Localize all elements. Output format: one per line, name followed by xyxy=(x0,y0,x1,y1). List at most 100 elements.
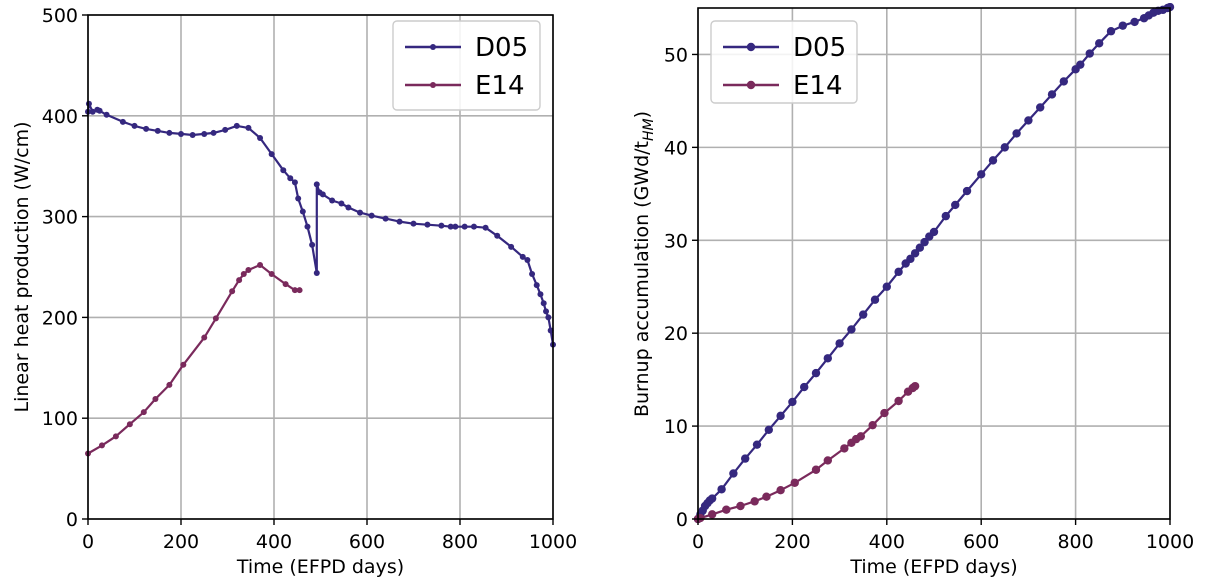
y-tick-label: 0 xyxy=(66,509,78,531)
data-point-e14 xyxy=(240,271,247,278)
data-point-d05 xyxy=(287,175,294,182)
x-tick-label: 600 xyxy=(349,531,385,553)
legend-label: D05 xyxy=(793,33,846,63)
y-axis: 0 10 20 30 40 50 xyxy=(664,44,698,531)
data-point-e14 xyxy=(166,381,173,388)
data-point-e14 xyxy=(180,361,187,368)
data-point-d05 xyxy=(424,221,431,228)
legend-label: D05 xyxy=(475,33,528,63)
x-tick-label: 1000 xyxy=(1146,531,1194,553)
data-point-e14 xyxy=(212,315,219,322)
x-tick-label: 800 xyxy=(442,531,478,553)
data-point-d05 xyxy=(131,122,138,129)
data-point-d05 xyxy=(309,241,316,248)
data-point-e14 xyxy=(98,442,105,449)
legend-label: E14 xyxy=(475,71,525,101)
data-point-e14 xyxy=(868,420,877,430)
data-point-e14 xyxy=(152,396,159,403)
data-point-d05 xyxy=(143,125,150,132)
x-tick-label: 800 xyxy=(1057,531,1093,553)
data-point-d05 xyxy=(189,131,196,138)
series-d05 xyxy=(85,100,556,348)
y-tick-label: 20 xyxy=(664,323,688,345)
x-tick-label: 400 xyxy=(869,531,905,553)
data-point-d05 xyxy=(85,100,92,107)
data-point-d05 xyxy=(1024,116,1033,125)
data-point-d05 xyxy=(524,256,531,263)
data-point-d05 xyxy=(368,212,375,219)
y-tick-label: 30 xyxy=(664,230,688,252)
data-point-e14 xyxy=(880,408,889,418)
legend-swatch-marker xyxy=(430,44,436,50)
y-tick-label: 40 xyxy=(664,137,688,159)
data-point-d05 xyxy=(910,249,920,258)
data-point-e14 xyxy=(736,501,745,511)
series-line-e14 xyxy=(87,263,300,455)
data-point-d05 xyxy=(103,111,110,118)
data-point-d05 xyxy=(977,170,986,179)
legend-swatch-marker xyxy=(746,80,756,90)
y-axis-label-sub: HM xyxy=(641,118,657,141)
data-point-d05 xyxy=(89,108,96,115)
data-point-d05 xyxy=(545,314,552,321)
data-point-d05 xyxy=(835,339,844,348)
data-point-d05 xyxy=(438,222,445,229)
data-point-e14 xyxy=(722,505,731,514)
data-point-d05 xyxy=(929,227,939,237)
data-point-d05 xyxy=(299,208,306,215)
data-point-d05 xyxy=(166,129,173,136)
data-point-d05 xyxy=(494,232,501,239)
data-point-d05 xyxy=(154,127,161,134)
data-point-d05 xyxy=(847,325,856,334)
data-point-d05 xyxy=(823,354,832,363)
x-axis: 0 200 400 600 800 1000 xyxy=(82,519,577,553)
data-point-e14 xyxy=(707,510,717,519)
data-point-d05 xyxy=(1000,143,1009,152)
data-point-d05 xyxy=(870,295,880,304)
y-tick-label: 100 xyxy=(42,408,78,430)
data-point-d05 xyxy=(201,130,208,137)
data-point-d05 xyxy=(280,167,287,174)
data-point-d05 xyxy=(915,243,925,252)
data-point-d05 xyxy=(1118,21,1128,30)
series-line-d05 xyxy=(86,102,555,345)
data-point-e14 xyxy=(257,261,264,268)
data-point-e14 xyxy=(126,421,133,428)
data-point-e14 xyxy=(112,433,119,440)
data-point-d05 xyxy=(894,267,903,277)
data-point-d05 xyxy=(1012,129,1021,138)
data-point-e14 xyxy=(894,396,903,406)
x-axis-label: Time (EFPD days) xyxy=(849,556,1017,578)
legend-item-e14: E14 xyxy=(723,71,843,101)
x-tick-label: 1000 xyxy=(529,531,577,553)
data-point-d05 xyxy=(268,151,275,158)
data-point-d05 xyxy=(811,368,821,378)
data-point-d05 xyxy=(345,204,352,211)
y-axis-label: Linear heat production (W/cm) xyxy=(11,122,33,413)
data-point-d05 xyxy=(461,223,468,230)
data-point-d05 xyxy=(1059,77,1069,86)
legend-item-e14: E14 xyxy=(405,71,525,101)
legend-box xyxy=(392,20,541,111)
data-point-e14 xyxy=(762,492,771,501)
data-point-e14 xyxy=(296,287,303,294)
legend-item-d05: D05 xyxy=(723,33,846,63)
data-point-d05 xyxy=(410,220,417,227)
data-point-e14 xyxy=(750,497,759,506)
y-tick-label: 0 xyxy=(676,509,688,531)
data-point-d05 xyxy=(547,327,554,334)
data-point-d05 xyxy=(233,122,240,129)
data-point-d05 xyxy=(329,197,336,204)
series-lines xyxy=(693,3,1175,524)
data-point-d05 xyxy=(304,223,311,230)
y-tick-label: 10 xyxy=(664,416,688,438)
data-point-d05 xyxy=(906,254,915,264)
data-point-e14 xyxy=(790,478,799,487)
x-tick-label: 0 xyxy=(692,531,704,553)
data-point-d05 xyxy=(741,454,750,463)
data-point-d05 xyxy=(788,397,797,407)
data-point-d05 xyxy=(1106,27,1116,36)
data-point-d05 xyxy=(1085,49,1094,58)
data-point-d05 xyxy=(1076,60,1085,69)
